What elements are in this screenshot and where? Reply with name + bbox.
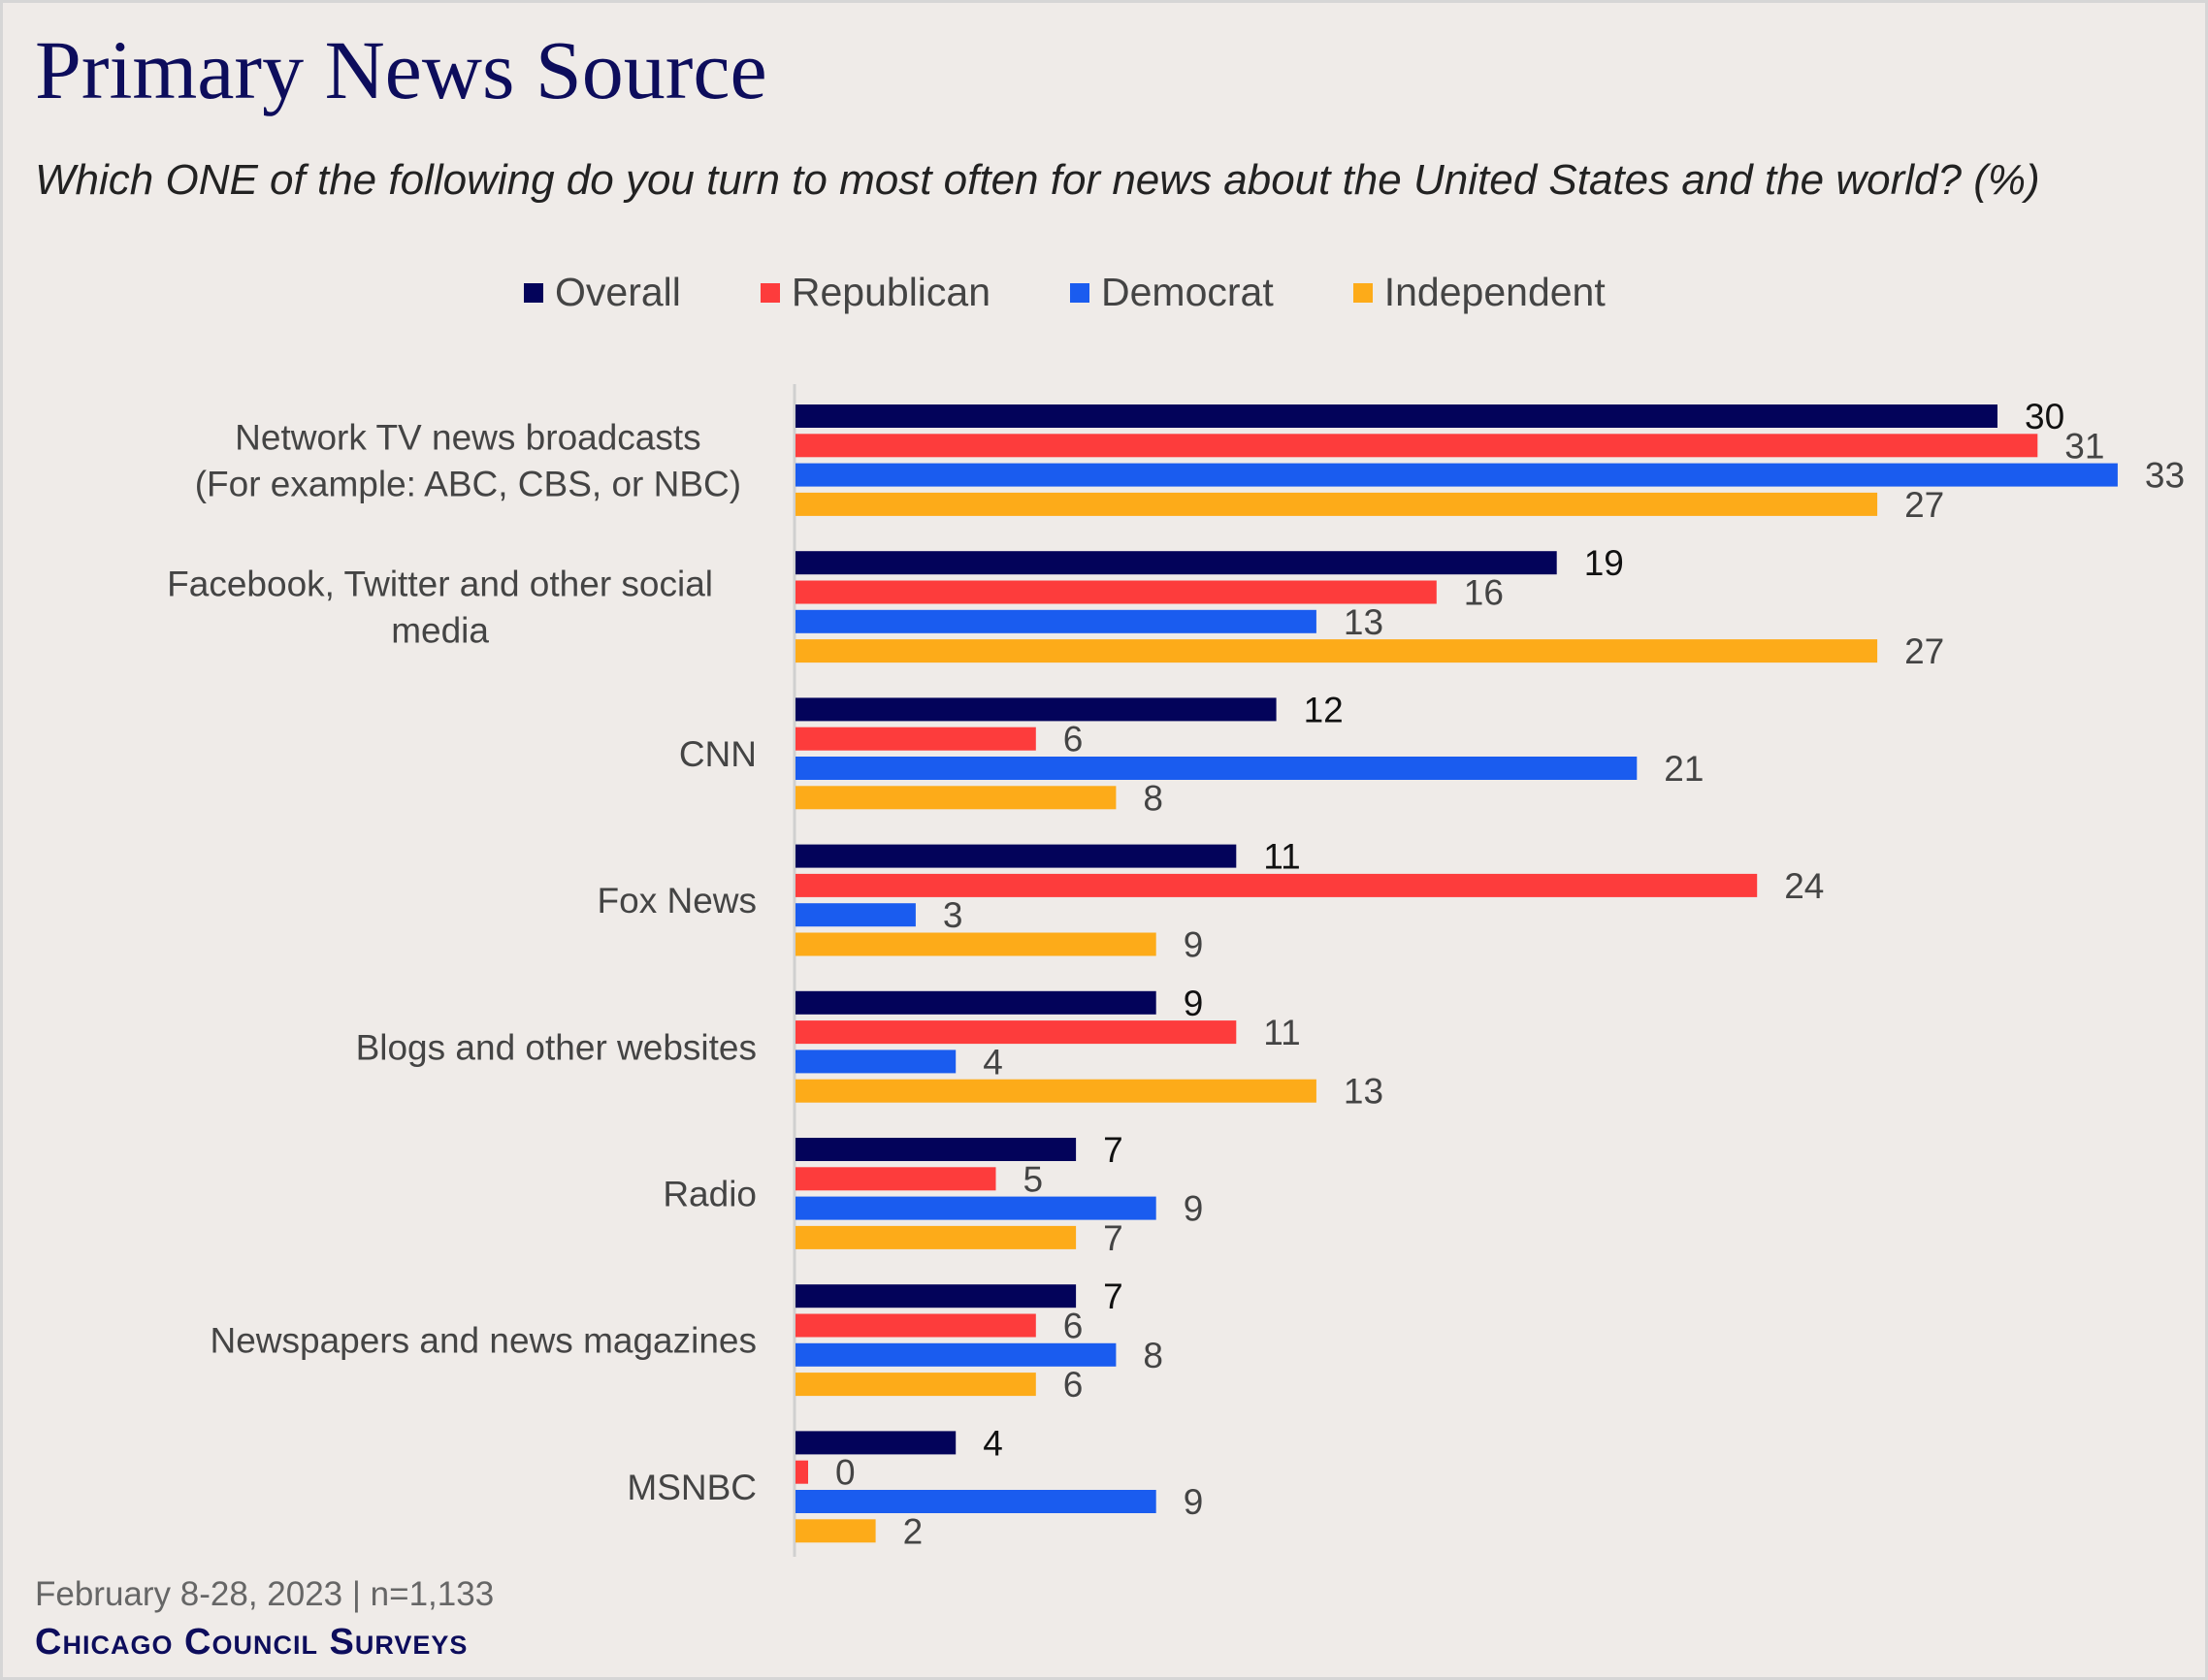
data-label: 3 [943, 895, 963, 935]
bar-republican [796, 1460, 808, 1484]
data-label: 6 [1063, 720, 1084, 759]
bar-independent [796, 1079, 1316, 1103]
data-label: 6 [1063, 1307, 1084, 1346]
bar-overall [796, 1284, 1077, 1308]
data-label: 7 [1103, 1218, 1123, 1258]
data-label: 27 [1904, 631, 1944, 671]
data-label: 2 [903, 1511, 924, 1551]
bar-democrat [796, 903, 916, 927]
data-label: 13 [1344, 602, 1383, 642]
bar-independent [796, 492, 1878, 516]
data-label: 6 [1063, 1365, 1084, 1405]
legend-swatch [524, 282, 543, 303]
bar-democrat [796, 1490, 1156, 1513]
data-label: 4 [983, 1423, 1003, 1463]
bar-democrat [796, 1050, 957, 1074]
data-label: 8 [1143, 1336, 1163, 1375]
bar-independent [796, 786, 1117, 810]
category-label: Fox News [598, 881, 757, 921]
legend-label: Overall [555, 270, 681, 314]
data-label: 9 [1184, 984, 1204, 1023]
data-label: 0 [835, 1453, 856, 1493]
bar-republican [796, 873, 1758, 897]
bar-democrat [796, 757, 1638, 780]
data-label: 7 [1103, 1276, 1123, 1316]
category-label: (For example: ABC, CBS, or NBC) [195, 464, 741, 503]
bar-republican [796, 1020, 1237, 1045]
legend-item-overall: Overall [524, 270, 681, 315]
bar-independent [796, 1373, 1036, 1397]
bar-republican [796, 580, 1437, 604]
legend-swatch [1352, 282, 1373, 303]
bar-overall [796, 404, 1997, 428]
bar-democrat [796, 609, 1316, 633]
bar-democrat [796, 1196, 1156, 1220]
bar-overall [796, 990, 1156, 1015]
data-label: 24 [1784, 866, 1824, 906]
legend-label: Democrat [1101, 270, 1274, 314]
bar-overall [796, 1138, 1077, 1161]
data-label: 9 [1184, 925, 1204, 965]
data-label: 9 [1184, 1189, 1204, 1229]
bar-overall [796, 844, 1237, 868]
data-label: 31 [2064, 426, 2104, 466]
bar-republican [796, 434, 2038, 458]
bar-democrat [796, 1342, 1117, 1367]
data-label: 11 [1263, 1013, 1300, 1052]
legend-label: Republican [791, 270, 991, 314]
chart-title: Primary News Source [35, 23, 767, 116]
legend-item-republican: Republican [760, 270, 991, 315]
bar-independent [796, 639, 1878, 663]
legend-item-democrat: Democrat [1070, 270, 1274, 315]
data-label: 19 [1584, 543, 1624, 583]
category-label: Network TV news broadcasts [235, 417, 701, 457]
bar-overall [796, 697, 1277, 722]
category-label: MSNBC [627, 1468, 757, 1507]
category-label: Radio [663, 1174, 757, 1213]
legend-item-independent: Independent [1352, 270, 1606, 315]
bar-republican [796, 1313, 1036, 1338]
brand-logo-text: Chicago Council Surveys [35, 1622, 469, 1663]
data-label: 13 [1344, 1072, 1383, 1112]
data-label: 11 [1263, 837, 1300, 877]
data-label: 30 [2025, 397, 2064, 436]
category-label: Blogs and other websites [356, 1027, 757, 1067]
bar-republican [796, 727, 1036, 751]
data-label: 4 [983, 1042, 1003, 1082]
legend-swatch [1070, 282, 1090, 303]
survey-note: February 8-28, 2023 | n=1,133 [35, 1575, 495, 1613]
data-label: 7 [1103, 1130, 1123, 1170]
data-label: 33 [2145, 456, 2185, 496]
data-label: 5 [1023, 1159, 1044, 1199]
data-label: 16 [1464, 573, 1504, 613]
bar-democrat [796, 463, 2118, 487]
data-label: 27 [1904, 485, 1944, 525]
bar-overall [796, 1431, 957, 1455]
bar-independent [796, 932, 1156, 956]
bar-republican [796, 1167, 996, 1191]
bar-overall [796, 551, 1557, 575]
legend-label: Independent [1383, 270, 1606, 314]
legend: Overall Republican Democrat Independent [524, 270, 1685, 315]
bar-independent [796, 1519, 876, 1543]
data-label: 12 [1304, 690, 1344, 729]
data-label: 21 [1664, 749, 1704, 789]
category-label: CNN [679, 734, 757, 774]
data-label: 9 [1184, 1482, 1204, 1522]
category-label: Facebook, Twitter and other social [167, 565, 713, 604]
data-label: 8 [1143, 778, 1163, 818]
bar-independent [796, 1225, 1077, 1249]
chart-subtitle: Which ONE of the following do you turn t… [35, 156, 2040, 204]
legend-swatch [760, 282, 780, 303]
category-label: Newspapers and news magazines [210, 1321, 757, 1361]
category-label: media [391, 611, 489, 651]
